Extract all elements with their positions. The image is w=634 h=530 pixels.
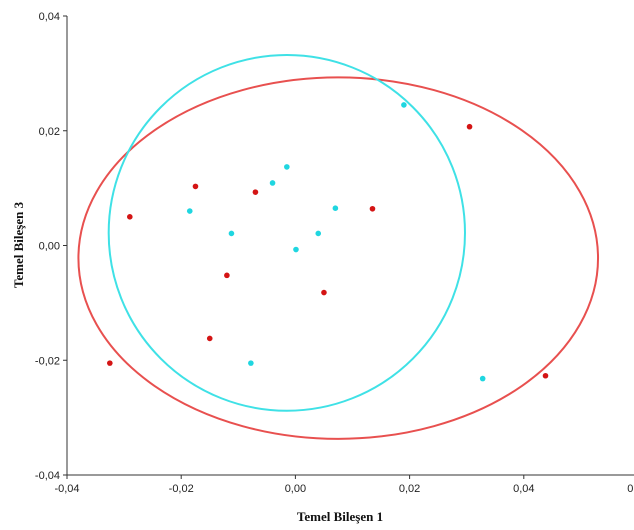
scatter-point-series-2 [401,102,407,108]
y-tick-label: -0,02 [35,355,60,367]
scatter-point-series-1 [321,290,327,296]
data-points [107,102,548,381]
scatter-point-series-1 [207,336,213,342]
x-tick-label: -0,02 [169,483,194,495]
x-tick-label: 0,06 [627,483,634,495]
scatter-point-series-2 [293,247,299,253]
x-tick-label: 0,04 [513,483,534,495]
scatter-point-series-1 [224,273,230,279]
confidence-ellipse-1 [78,77,598,438]
scatter-point-series-1 [467,124,473,130]
scatter-point-series-1 [193,184,199,190]
scatter-point-series-2 [248,360,254,366]
scatter-point-series-1 [107,360,113,366]
y-axis-title: Temel Bileşen 3 [11,201,26,288]
scatter-point-series-1 [253,189,259,195]
scatter-point-series-2 [229,231,235,237]
scatter-point-series-2 [187,208,193,214]
scatter-point-series-2 [333,205,339,211]
x-tick-label: 0,02 [399,483,420,495]
y-tick-label: 0,00 [39,241,60,253]
y-tick-label: 0,02 [39,126,60,138]
scatter-point-series-1 [370,206,376,212]
scatter-point-series-1 [127,214,133,220]
y-tick-label: -0,04 [35,470,60,482]
scatter-point-series-2 [480,376,486,382]
confidence-ellipses [78,55,598,439]
confidence-ellipse-2 [109,55,465,411]
tick-labels: -0,04 -0,02 0,00 0,02 0,04 0,06 0,04 0,02 0,00 -0… [35,11,634,495]
x-tick-label: -0,04 [54,483,79,495]
scatter-point-series-2 [315,231,321,237]
x-axis-title: Temel Bileşen 1 [297,509,383,524]
x-tick-label: 0,00 [285,483,306,495]
scatter-point-series-1 [543,373,549,379]
scatter-point-series-2 [270,180,276,186]
y-tick-label: 0,04 [39,11,60,23]
scatter-point-series-2 [284,164,290,170]
axes [63,16,634,479]
